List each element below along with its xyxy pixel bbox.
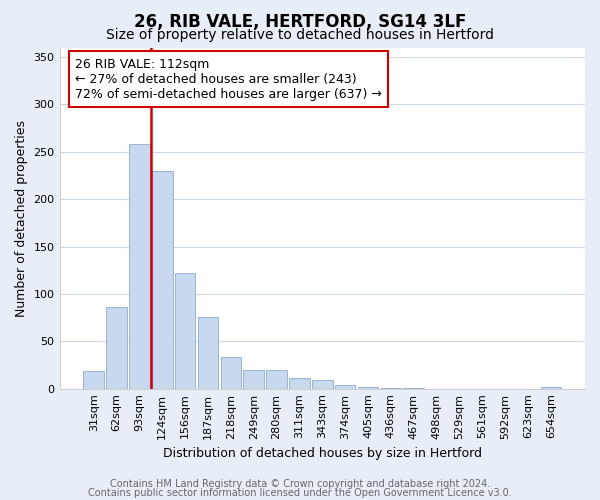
Bar [221, 358, 241, 388]
Bar [83, 370, 104, 388]
Text: 26 RIB VALE: 112sqm
← 27% of detached houses are smaller (243)
72% of semi-detac: 26 RIB VALE: 112sqm ← 27% of detached ho… [76, 58, 382, 100]
Bar [358, 387, 378, 388]
Bar [289, 378, 310, 388]
Text: Size of property relative to detached houses in Hertford: Size of property relative to detached ho… [106, 28, 494, 42]
Bar [198, 316, 218, 388]
Bar [175, 273, 196, 388]
Bar [312, 380, 332, 388]
Text: Contains HM Land Registry data © Crown copyright and database right 2024.: Contains HM Land Registry data © Crown c… [110, 479, 490, 489]
Bar [106, 307, 127, 388]
Bar [244, 370, 264, 388]
Bar [266, 370, 287, 388]
Y-axis label: Number of detached properties: Number of detached properties [15, 120, 28, 316]
Text: 26, RIB VALE, HERTFORD, SG14 3LF: 26, RIB VALE, HERTFORD, SG14 3LF [134, 12, 466, 30]
Bar [335, 385, 355, 388]
X-axis label: Distribution of detached houses by size in Hertford: Distribution of detached houses by size … [163, 447, 482, 460]
Bar [129, 144, 150, 388]
Text: Contains public sector information licensed under the Open Government Licence v3: Contains public sector information licen… [88, 488, 512, 498]
Bar [541, 387, 561, 388]
Bar [152, 170, 173, 388]
